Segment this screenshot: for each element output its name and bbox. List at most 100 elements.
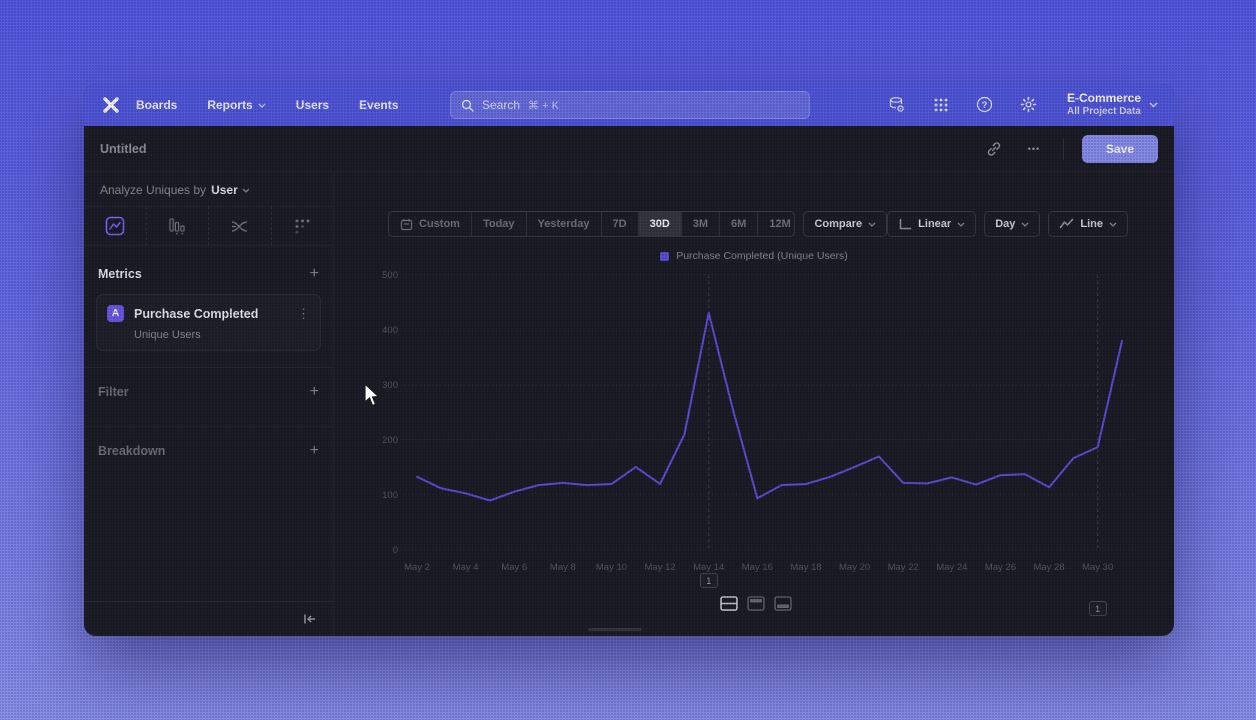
filter-label: Filter bbox=[98, 385, 129, 399]
range-yesterday[interactable]: Yesterday bbox=[527, 212, 602, 236]
metric-card[interactable]: A Purchase Completed ⋮ Unique Users bbox=[96, 294, 321, 351]
legend-swatch bbox=[660, 251, 670, 261]
range-today[interactable]: Today bbox=[472, 212, 527, 236]
chart-controls: Custom Today Yesterday 7D 30D 3M 6M 12M Compare… bbox=[388, 211, 1128, 237]
add-filter-button[interactable]: + bbox=[309, 383, 319, 400]
apps-grid-icon[interactable] bbox=[931, 95, 951, 115]
line-chart-icon bbox=[1060, 218, 1074, 229]
chart-panel: Custom Today Yesterday 7D 30D 3M 6M 12M Compare… bbox=[334, 172, 1174, 636]
layout-split-horizontal-icon[interactable] bbox=[720, 596, 738, 611]
nav-link-reports[interactable]: Reports bbox=[207, 98, 266, 112]
gear-icon[interactable] bbox=[1019, 95, 1039, 115]
y-tick-label: 100 bbox=[382, 490, 398, 501]
x-tick-label: May 10 bbox=[596, 562, 627, 573]
share-link-icon[interactable] bbox=[983, 138, 1005, 160]
x-tick-label: May 16 bbox=[742, 562, 773, 573]
save-button[interactable]: Save bbox=[1081, 134, 1158, 163]
sidebar-tab-flows[interactable] bbox=[209, 207, 272, 245]
nav-links: Boards Reports Users Events bbox=[136, 98, 398, 112]
project-scope: All Project Data bbox=[1066, 106, 1141, 118]
calendar-icon bbox=[400, 218, 413, 230]
range-7d[interactable]: 7D bbox=[602, 212, 639, 236]
svg-text:?: ? bbox=[982, 100, 988, 111]
layout-chart-bottom-icon[interactable] bbox=[774, 596, 792, 611]
report-type-tabs bbox=[84, 206, 333, 246]
metrics-section-header: Metrics + bbox=[84, 246, 333, 292]
range-6m[interactable]: 6M bbox=[720, 212, 759, 236]
compare-button[interactable]: Compare bbox=[803, 211, 888, 237]
annotation-badge[interactable]: 1 bbox=[699, 573, 718, 588]
metric-measurement[interactable]: Unique Users bbox=[134, 329, 201, 341]
y-tick-label: 300 bbox=[382, 380, 398, 391]
chevron-down-icon bbox=[1149, 102, 1158, 108]
range-3m[interactable]: 3M bbox=[682, 212, 721, 236]
x-tick-label: May 28 bbox=[1033, 562, 1064, 573]
metric-badge: A bbox=[107, 305, 124, 322]
range-30d[interactable]: 30D bbox=[638, 212, 682, 236]
flows-icon bbox=[232, 220, 248, 232]
interval-dropdown[interactable]: Day bbox=[984, 211, 1041, 237]
chevron-down-icon bbox=[258, 103, 266, 108]
x-tick-label: May 20 bbox=[839, 562, 870, 573]
x-tick-label: May 24 bbox=[936, 562, 967, 573]
x-tick-label: May 2 bbox=[404, 562, 430, 573]
project-name: E-Commerce bbox=[1066, 91, 1141, 106]
funnels-icon bbox=[169, 218, 185, 235]
sidebar-tab-retention[interactable] bbox=[272, 207, 334, 245]
sidebar: Analyze Uniques by User bbox=[84, 172, 334, 636]
search-placeholder: Search bbox=[482, 98, 521, 112]
data-icon[interactable] bbox=[887, 95, 907, 115]
filter-section-header: Filter + bbox=[84, 368, 333, 410]
date-range-group: Custom Today Yesterday 7D 30D 3M 6M 12M bbox=[388, 211, 796, 237]
x-tick-label: May 12 bbox=[645, 562, 676, 573]
nav-link-boards[interactable]: Boards bbox=[136, 98, 178, 112]
search-shortcut: ⌘ + K bbox=[528, 99, 559, 112]
x-tick-label: May 8 bbox=[550, 562, 576, 573]
top-nav: Boards Reports Users Events Search ⌘ + K bbox=[84, 84, 1174, 126]
report-header: Untitled ••• Save bbox=[84, 126, 1174, 172]
x-tick-label: May 18 bbox=[790, 562, 821, 573]
insights-icon bbox=[105, 216, 125, 236]
divider bbox=[1062, 137, 1064, 160]
add-metric-button[interactable]: + bbox=[309, 265, 319, 282]
chevron-down-icon bbox=[1109, 222, 1117, 227]
mixpanel-logo-icon[interactable] bbox=[100, 94, 122, 116]
legend-label: Purchase Completed (Unique Users) bbox=[676, 250, 848, 262]
nav-link-events[interactable]: Events bbox=[359, 98, 399, 112]
range-custom[interactable]: Custom bbox=[389, 212, 472, 236]
x-tick-label: May 6 bbox=[501, 562, 527, 573]
help-icon[interactable]: ? bbox=[975, 95, 995, 115]
more-options-icon[interactable]: ••• bbox=[1027, 143, 1041, 154]
annotation-badge[interactable]: 1 bbox=[1088, 601, 1107, 616]
legend-item[interactable]: Purchase Completed (Unique Users) bbox=[334, 250, 1174, 262]
chevron-down-icon bbox=[1021, 222, 1029, 227]
app-window: Boards Reports Users Events Search ⌘ + K bbox=[84, 84, 1174, 636]
analyze-prefix: Analyze Uniques by bbox=[100, 183, 207, 197]
scrollbar-thumb[interactable] bbox=[588, 628, 642, 631]
range-12m[interactable]: 12M bbox=[758, 212, 794, 236]
sidebar-tab-insights[interactable] bbox=[84, 207, 147, 245]
y-tick-label: 400 bbox=[382, 325, 398, 336]
retention-icon bbox=[295, 219, 310, 234]
x-tick-label: May 4 bbox=[453, 562, 479, 573]
metric-menu-icon[interactable]: ⋮ bbox=[297, 306, 310, 321]
report-title[interactable]: Untitled bbox=[100, 141, 147, 156]
chart-type-dropdown[interactable]: Line bbox=[1048, 211, 1128, 237]
chevron-down-icon bbox=[242, 188, 250, 193]
analyze-by-dropdown[interactable]: User bbox=[211, 183, 250, 197]
project-selector[interactable]: E-Commerce All Project Data bbox=[1067, 92, 1158, 117]
scale-dropdown[interactable]: Linear bbox=[887, 211, 977, 237]
y-tick-label: 0 bbox=[393, 545, 398, 556]
x-tick-label: May 26 bbox=[985, 562, 1016, 573]
chevron-down-icon bbox=[868, 222, 876, 227]
line-chart: 0 100 200 300 400 500 May 2 May 4 May 6 May 8 May … bbox=[382, 270, 1136, 573]
layout-chart-top-icon[interactable] bbox=[747, 596, 765, 611]
add-breakdown-button[interactable]: + bbox=[309, 442, 319, 459]
nav-link-users[interactable]: Users bbox=[295, 98, 330, 112]
collapse-sidebar-icon[interactable] bbox=[299, 608, 321, 630]
metric-name: Purchase Completed bbox=[134, 306, 259, 321]
search-input[interactable]: Search ⌘ + K bbox=[450, 91, 810, 119]
x-tick-label: May 14 bbox=[693, 562, 724, 573]
chevron-down-icon bbox=[957, 222, 965, 227]
sidebar-tab-funnels[interactable] bbox=[147, 207, 209, 245]
